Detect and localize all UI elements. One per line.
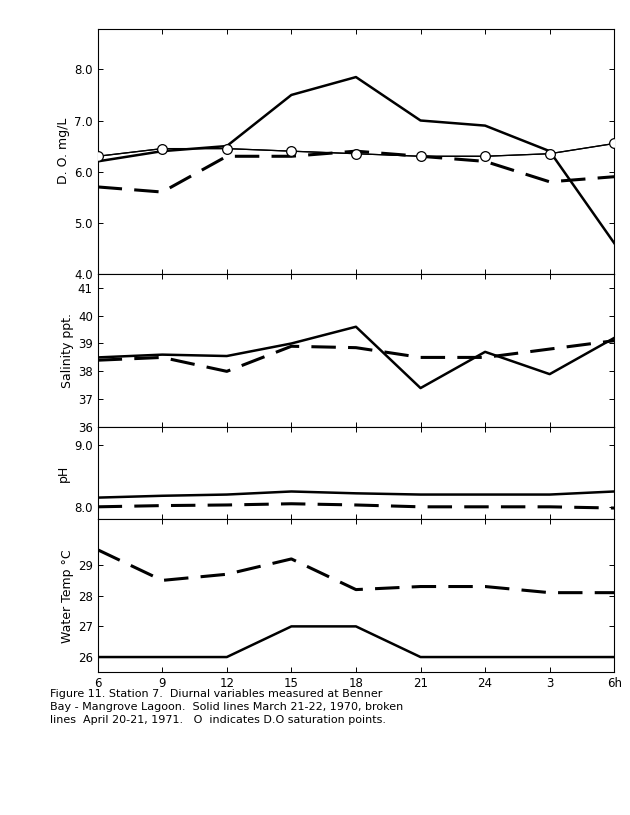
Y-axis label: pH: pH [57, 465, 70, 482]
Text: Figure 11. Station 7.  Diurnal variables measured at Benner
Bay - Mangrove Lagoo: Figure 11. Station 7. Diurnal variables … [50, 689, 404, 725]
Y-axis label: Water Temp °C: Water Temp °C [60, 549, 74, 642]
Y-axis label: D. O. mg/L: D. O. mg/L [57, 118, 70, 184]
Y-axis label: Salinity ppt.: Salinity ppt. [60, 313, 74, 388]
